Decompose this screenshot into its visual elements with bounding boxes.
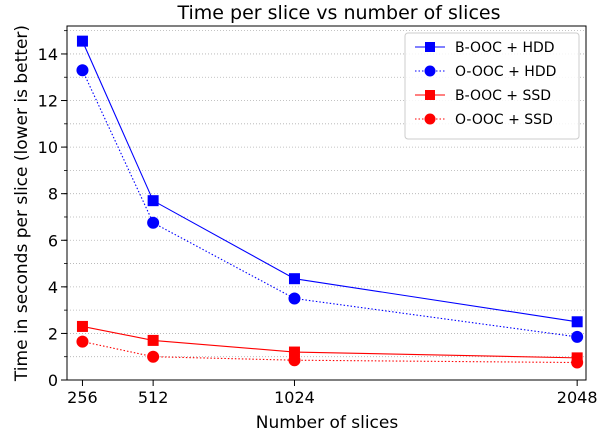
data-point xyxy=(147,195,159,207)
y-tick-label: 8 xyxy=(48,185,58,204)
legend: B-OOC + HDD O-OOC + HDD B-OOC + SSD O-OOC +… xyxy=(404,32,580,140)
y-axis-label: Time in seconds per slice (lower is bett… xyxy=(12,25,32,382)
data-point xyxy=(76,64,89,77)
data-point xyxy=(76,320,88,332)
legend-label: B-OOC + SSD xyxy=(455,88,551,104)
data-point xyxy=(288,292,301,305)
chart-title: Time per slice vs number of slices xyxy=(177,2,501,24)
series-1 xyxy=(76,35,583,328)
data-point xyxy=(425,42,435,52)
x-axis: 256 512 1024 2048 xyxy=(67,380,598,407)
series-line xyxy=(81,40,578,323)
data-point xyxy=(76,35,88,47)
data-point xyxy=(571,356,584,369)
data-point xyxy=(147,216,160,229)
x-tick-label: 1024 xyxy=(274,388,315,407)
y-tick-label: 14 xyxy=(38,45,58,64)
legend-item: O-OOC + SSD xyxy=(415,112,553,128)
x-tick-label: 512 xyxy=(138,388,169,407)
legend-label: O-OOC + SSD xyxy=(455,112,553,128)
legend-item: O-OOC + HDD xyxy=(415,64,556,80)
y-tick-label: 2 xyxy=(48,324,58,343)
x-tick-label: 256 xyxy=(67,388,98,407)
legend-label: O-OOC + HDD xyxy=(455,64,556,80)
series-2 xyxy=(76,64,584,343)
series-line xyxy=(82,325,578,359)
series-layer xyxy=(76,35,584,369)
data-point xyxy=(288,354,301,367)
legend-label: B-OOC + HDD xyxy=(455,40,555,56)
y-tick-label: 0 xyxy=(48,371,58,390)
series-4 xyxy=(76,335,584,369)
data-point xyxy=(288,273,300,285)
data-point xyxy=(425,90,435,100)
data-point xyxy=(571,316,583,328)
y-tick-label: 12 xyxy=(38,92,58,111)
y-tick-label: 6 xyxy=(48,231,58,250)
series-line xyxy=(82,341,578,364)
data-point xyxy=(424,65,436,77)
x-tick-label: 2048 xyxy=(557,388,598,407)
data-point xyxy=(147,350,160,363)
y-tick-label: 4 xyxy=(48,278,58,297)
legend-item: B-OOC + HDD xyxy=(415,40,555,56)
y-axis: 0 2 4 6 8 10 12 14 xyxy=(38,30,67,390)
plot-frame xyxy=(66,25,587,381)
data-point xyxy=(147,334,159,346)
data-point xyxy=(76,335,89,348)
y-tick-label: 10 xyxy=(38,138,58,157)
data-point xyxy=(424,113,436,125)
legend-item: B-OOC + SSD xyxy=(415,88,551,104)
data-point xyxy=(571,330,584,343)
x-axis-label: Number of slices xyxy=(256,413,399,433)
data-point xyxy=(288,346,300,358)
legend-box xyxy=(404,32,580,140)
series-line xyxy=(81,70,578,338)
